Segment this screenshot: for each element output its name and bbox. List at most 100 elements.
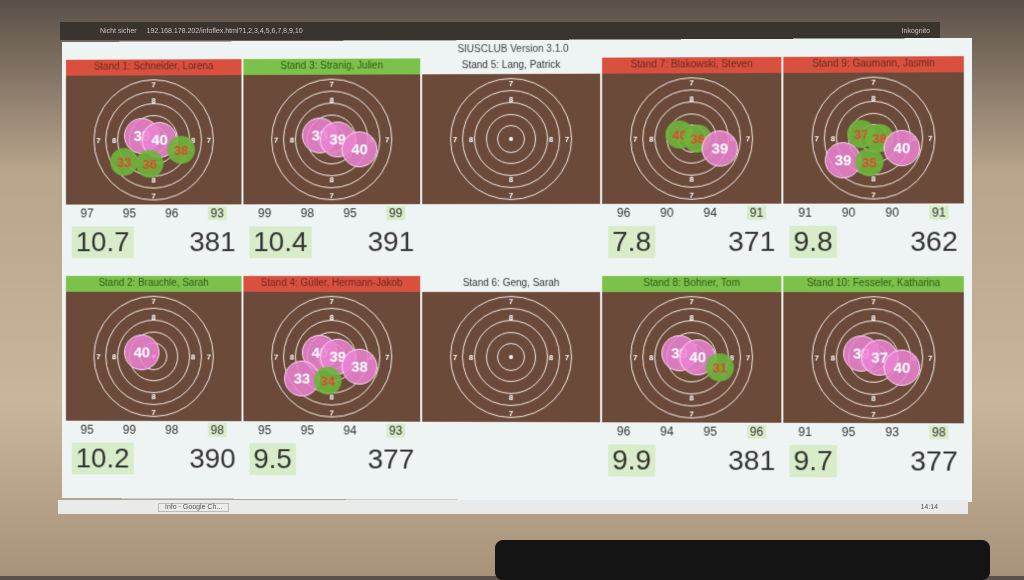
ring-number: 8 <box>329 95 333 104</box>
series-scores: 96 90 94 91 <box>602 204 781 222</box>
result-row: 9.8 362 <box>783 222 963 262</box>
series-score: 99 <box>386 206 405 220</box>
ring-number: 7 <box>689 78 693 87</box>
total-score: 381 <box>728 445 775 477</box>
ring-number: 7 <box>509 296 513 305</box>
result-row: 10.7 381 <box>66 222 242 262</box>
shot-marker: 33 <box>110 148 138 176</box>
ring-number: 7 <box>565 134 569 143</box>
stand-header: Stand 3: Stranig, Julien <box>243 58 420 75</box>
stand-panel: Stand 4: Güller, Hermann-Jakob7887788740… <box>243 276 420 480</box>
profile-label[interactable]: Inkognito <box>902 28 930 35</box>
shot-marker: 40 <box>884 130 921 166</box>
result-row: 9.5 377 <box>243 439 420 480</box>
series-scores: 95 95 94 93 <box>243 421 420 439</box>
ring-number: 7 <box>151 191 155 200</box>
total-score: 377 <box>910 445 957 477</box>
last-shot: 7.8 <box>608 226 655 258</box>
shot-marker: 34 <box>314 367 342 395</box>
target[interactable]: 78877887 <box>422 74 600 204</box>
result-row: 10.4 391 <box>243 222 420 262</box>
ring-number: 8 <box>649 134 653 143</box>
ring-number: 7 <box>96 136 100 145</box>
ring-number: 8 <box>549 353 553 362</box>
target[interactable]: 78877887403639 <box>602 73 781 204</box>
target[interactable]: 788778873738403935 <box>783 72 963 203</box>
series-score: 91 <box>798 206 812 220</box>
result-row <box>422 222 600 262</box>
series-score: 90 <box>660 206 673 220</box>
ring-number: 8 <box>689 313 693 322</box>
shot-marker: 38 <box>167 136 195 164</box>
series-scores: 96 94 95 96 <box>602 422 781 441</box>
shot-marker: 40 <box>342 131 378 167</box>
stand-panel: Stand 3: Stranig, Julien7887788733394099… <box>243 58 420 262</box>
security-indicator[interactable]: Nicht sicher <box>100 28 137 35</box>
stand-header: Stand 9: Gaumann, Jasmin <box>783 56 963 73</box>
series-score: 95 <box>81 423 94 437</box>
ring-number: 7 <box>689 409 693 418</box>
ring-number: 8 <box>112 136 116 145</box>
address-bar[interactable]: 192.168.178.202/infoflex.html?1,2,3,4,5,… <box>147 28 303 35</box>
series-score: 91 <box>747 206 767 220</box>
series-scores <box>422 422 600 441</box>
target[interactable]: 78877887333940 <box>243 74 420 204</box>
shot-marker: 36 <box>136 150 164 178</box>
target-center <box>509 355 513 359</box>
ring-number: 7 <box>329 408 333 417</box>
series-score: 95 <box>343 206 356 220</box>
series-score: 94 <box>703 206 716 220</box>
stand-panel: Stand 7: Blakowski, Steven78877887403639… <box>602 57 781 262</box>
series-score: 96 <box>747 425 767 439</box>
series-score: 95 <box>842 425 856 439</box>
ring-number: 7 <box>151 80 155 89</box>
ring-number: 8 <box>689 174 693 183</box>
ring-number: 7 <box>871 409 876 418</box>
target[interactable]: 7 8 8 7 7 8 8 7 40 <box>66 292 242 421</box>
result-row: 9.7 377 <box>783 441 963 482</box>
target[interactable]: 78877887394031 <box>602 292 781 423</box>
stand-panel: Stand 10: Fesseler, Katharina78877887393… <box>783 276 963 482</box>
scoreboard: SIUSCLUB Version 3.1.0 Stand 1: Schneide… <box>62 38 972 502</box>
ring-number: 8 <box>191 352 195 361</box>
ring-number: 8 <box>509 392 513 401</box>
target-center <box>509 137 513 141</box>
ring-number: 7 <box>746 134 750 143</box>
ring-number: 7 <box>453 135 457 144</box>
total-score: 391 <box>368 226 414 258</box>
ring-number: 8 <box>290 135 294 144</box>
last-shot: 10.2 <box>72 443 133 475</box>
stand-header: Stand 5: Lang, Patrick <box>422 58 600 75</box>
ring-number: 7 <box>453 352 457 361</box>
target[interactable]: 788778874039383334 <box>243 292 420 422</box>
ring-number: 7 <box>814 134 819 143</box>
ring-number: 8 <box>649 353 653 362</box>
total-score: 381 <box>189 226 235 258</box>
taskbar-window-button[interactable]: Info - Google Ch... <box>158 503 229 512</box>
total-score: 377 <box>368 444 414 476</box>
series-scores <box>422 204 600 222</box>
target[interactable]: 78877887 <box>422 292 600 422</box>
taskbar: Info - Google Ch... 14:14 <box>58 500 968 514</box>
result-row <box>422 440 600 481</box>
ring-number: 8 <box>689 393 693 402</box>
ring-number: 8 <box>469 135 473 144</box>
app-title: SIUSCLUB Version 3.1.0 <box>62 42 972 57</box>
ring-number: 8 <box>329 312 333 321</box>
stand-panel: Stand 1: Schneider, Lorena78877887384038… <box>66 59 242 262</box>
target[interactable]: 788778873840383336 <box>66 75 242 205</box>
ring-number: 7 <box>329 296 333 305</box>
total-score: 362 <box>910 226 957 258</box>
ring-number: 7 <box>509 190 513 199</box>
ring-number: 7 <box>151 296 155 305</box>
ring-number: 8 <box>509 312 513 321</box>
series-score: 91 <box>929 205 949 219</box>
target[interactable]: 78877887393740 <box>783 292 963 423</box>
stand-panel: Stand 9: Gaumann, Jasmin7887788737384039… <box>783 56 963 262</box>
shot-marker: 40 <box>884 350 921 386</box>
shot-marker: 40 <box>124 335 159 371</box>
browser-toolbar: Nicht sicher 192.168.178.202/infoflex.ht… <box>60 22 940 40</box>
ring-number: 8 <box>871 393 876 402</box>
ring-number: 7 <box>385 135 389 144</box>
series-score: 90 <box>842 206 856 220</box>
